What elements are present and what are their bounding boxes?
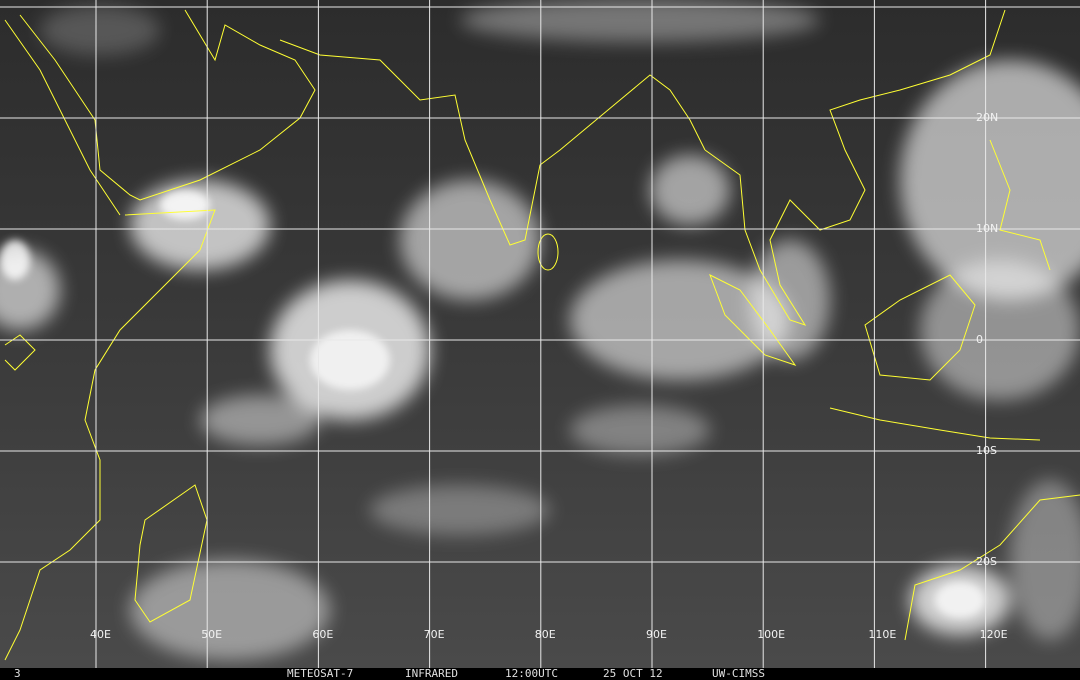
latitude-label: 20N — [976, 111, 998, 124]
coastline — [279, 39, 706, 246]
longitude-label: 70E — [424, 628, 445, 641]
coastline — [4, 334, 36, 371]
longitude-label: 60E — [312, 628, 333, 641]
coastline — [4, 19, 121, 216]
coastline — [989, 139, 1051, 271]
frame-number: 3 — [14, 667, 21, 680]
longitude-label: 50E — [201, 628, 222, 641]
coastline — [4, 209, 216, 661]
longitude-label: 90E — [646, 628, 667, 641]
coastlines — [4, 9, 1080, 661]
coastline — [537, 233, 559, 271]
latitude-label: 20S — [976, 555, 997, 568]
longitude-label: 40E — [90, 628, 111, 641]
latitude-label: 0 — [976, 333, 983, 346]
coastline — [864, 274, 976, 381]
source: UW-CIMSS — [712, 667, 765, 680]
longitude-label: 120E — [980, 628, 1008, 641]
latitude-label: 10N — [976, 222, 998, 235]
channel: INFRARED — [405, 667, 458, 680]
longitude-label: 110E — [868, 628, 896, 641]
clouds — [0, 0, 1080, 660]
date: 25 OCT 12 — [603, 667, 663, 680]
bright-clouds — [0, 190, 985, 618]
coastline — [134, 484, 208, 623]
coastline — [704, 9, 1006, 326]
footer-bar — [0, 668, 1080, 680]
satellite-name: METEOSAT-7 — [287, 667, 353, 680]
longitude-label: 80E — [535, 628, 556, 641]
coastline — [829, 407, 1041, 441]
coastline — [19, 9, 316, 201]
coastline — [904, 494, 1080, 641]
time: 12:00UTC — [505, 667, 558, 680]
latitude-label: 10S — [976, 444, 997, 457]
longitude-label: 100E — [757, 628, 785, 641]
coastline — [709, 273, 797, 366]
